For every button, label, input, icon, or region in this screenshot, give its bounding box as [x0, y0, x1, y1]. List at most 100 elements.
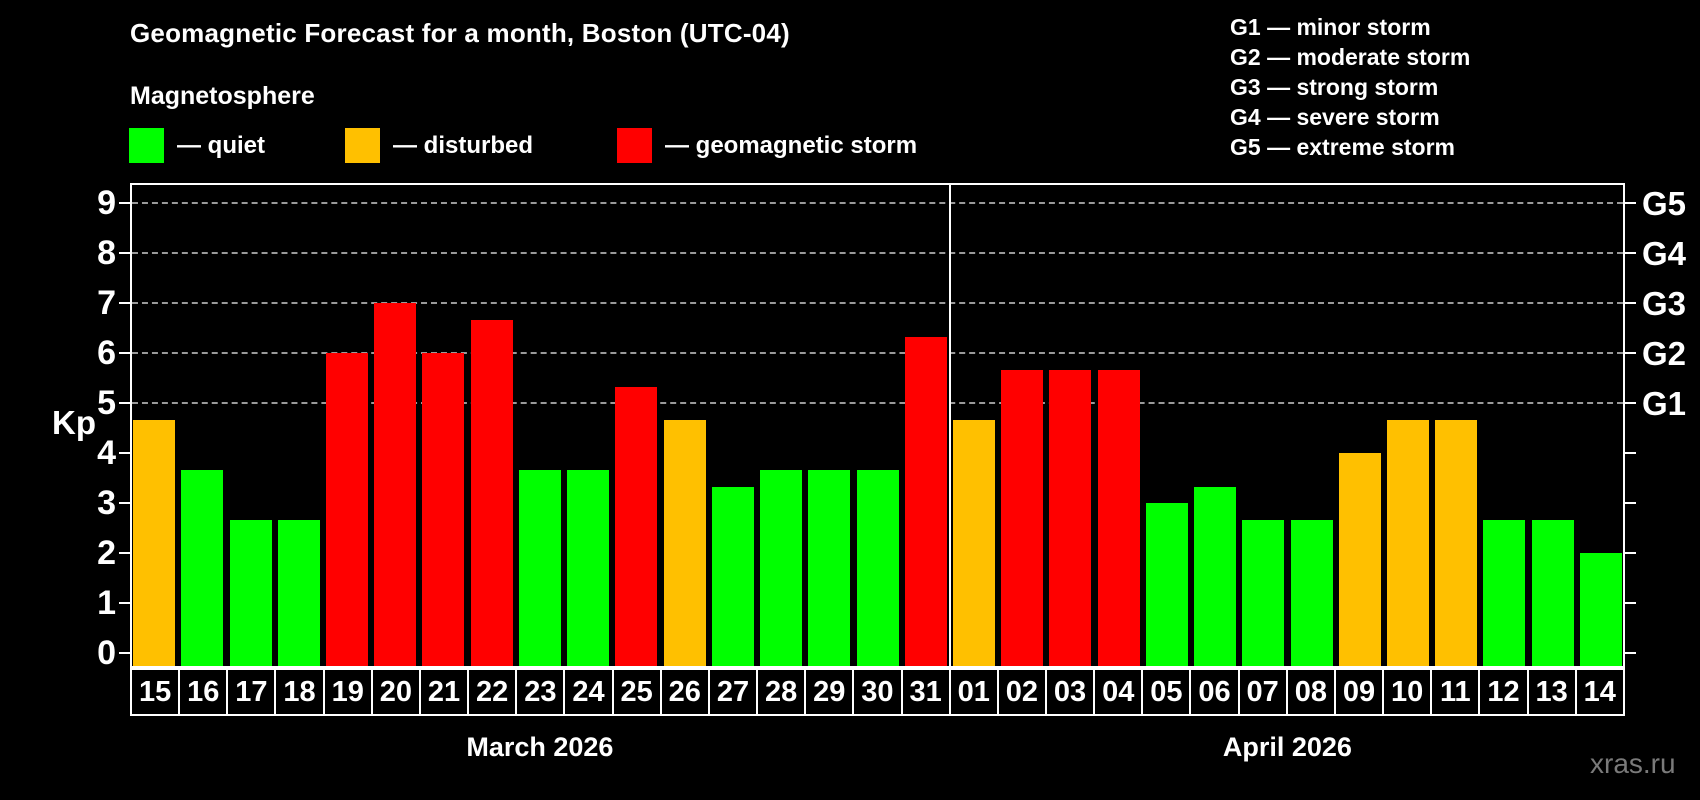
- date-cell-23: 23: [517, 670, 566, 714]
- right-tick-kp8: [1625, 252, 1636, 254]
- bar-day-21: [422, 353, 465, 668]
- date-cell-24: 24: [565, 670, 614, 714]
- date-cell-15: 15: [132, 670, 181, 714]
- bar-day-22: [470, 319, 513, 668]
- right-tick-kp1: [1625, 602, 1636, 604]
- date-cell-20: 20: [373, 670, 421, 714]
- storm-color-swatch: [617, 128, 652, 163]
- bar-day-31: [904, 336, 947, 668]
- date-cell-06: 06: [1191, 670, 1240, 714]
- legend-item-label: — disturbed: [393, 131, 534, 159]
- left-tick-kp0: [119, 652, 130, 654]
- right-tick-kp7: [1625, 302, 1636, 304]
- left-tick-kp2: [119, 552, 130, 554]
- right-tick-kp3: [1625, 502, 1636, 504]
- y-tick-label-0: 0: [97, 634, 116, 672]
- date-cell-21: 21: [421, 670, 470, 714]
- date-cell-25: 25: [614, 670, 662, 714]
- month-label: March 2026: [466, 732, 614, 762]
- right-tick-kp4: [1625, 452, 1636, 454]
- bar-day-06: [1194, 486, 1237, 668]
- left-tick-kp4: [119, 452, 130, 454]
- right-tick-kp2: [1625, 552, 1636, 554]
- date-cell-02: 02: [999, 670, 1047, 714]
- month-label: April 2026: [1222, 732, 1352, 762]
- left-tick-kp1: [119, 602, 130, 604]
- left-tick-kp6: [119, 352, 130, 354]
- date-cell-11: 11: [1432, 670, 1481, 714]
- g-axis-label-G1: G1: [1642, 385, 1687, 422]
- date-cell-14: 14: [1583, 675, 1616, 708]
- legend-item-storm: — geomagnetic storm: [617, 128, 917, 163]
- date-cell-29: 29: [806, 670, 855, 714]
- bar-day-01: [952, 419, 995, 668]
- bar-day-03: [1049, 369, 1092, 668]
- bar-day-15: [133, 419, 176, 668]
- bar-day-08: [1290, 519, 1333, 668]
- legend-item-disturbed: — disturbed: [345, 128, 533, 163]
- y-tick-label-7: 7: [97, 284, 116, 322]
- date-cell-03: 03: [1047, 670, 1096, 714]
- gridline-kp8: [132, 252, 1623, 254]
- y-tick-label-2: 2: [97, 534, 116, 572]
- storm-scale-legend-line: G2 — moderate storm: [1230, 44, 1471, 70]
- date-axis: 15 16 17 18 19 20 21 22 23 24 25 26 27 28 29 30 31 01 02 03…: [130, 668, 1625, 716]
- gridline-kp9: [132, 202, 1623, 204]
- bar-day-30: [856, 469, 899, 668]
- bar-day-13: [1531, 519, 1574, 668]
- date-cell-28: 28: [758, 670, 807, 714]
- bar-day-05: [1145, 503, 1188, 668]
- date-cell-27: 27: [710, 670, 759, 714]
- disturbed-color-swatch: [345, 128, 380, 163]
- storm-scale-legend-line: G1 — minor storm: [1230, 14, 1431, 40]
- date-cell-08: 08: [1288, 670, 1336, 714]
- date-cell-01: 01: [951, 670, 999, 714]
- bar-day-02: [1001, 369, 1044, 668]
- right-tick-kp0: [1625, 652, 1636, 654]
- date-cell-19: 19: [325, 670, 373, 714]
- month-divider-line: [948, 183, 951, 668]
- bar-day-16: [181, 469, 224, 668]
- date-cell-04: 04: [1095, 670, 1144, 714]
- bar-day-18: [277, 519, 320, 668]
- bar-day-25: [615, 386, 658, 668]
- left-tick-kp8: [119, 252, 130, 254]
- g-axis-label-G4: G4: [1642, 235, 1687, 272]
- bar-day-14: [1579, 553, 1622, 668]
- bar-day-19: [326, 353, 369, 668]
- gridline-kp6: [132, 352, 1623, 354]
- left-tick-kp9: [119, 202, 130, 204]
- legend-title: Magnetosphere: [130, 82, 315, 110]
- page-title: Geomagnetic Forecast for a month, Boston…: [130, 18, 790, 48]
- date-cell-18: 18: [276, 670, 325, 714]
- date-cell-05: 05: [1143, 670, 1192, 714]
- right-tick-kp5: [1625, 402, 1636, 404]
- g-axis-label-G5: G5: [1642, 185, 1687, 222]
- watermark: xras.ru: [1590, 748, 1676, 779]
- g-axis-label-G2: G2: [1642, 335, 1687, 372]
- gridline-kp7: [132, 302, 1623, 304]
- bar-day-12: [1483, 519, 1526, 668]
- bar-day-09: [1338, 453, 1381, 668]
- date-cell-13: 13: [1529, 670, 1577, 714]
- bar-day-23: [518, 469, 561, 668]
- left-tick-kp5: [119, 402, 130, 404]
- bar-day-27: [711, 486, 754, 668]
- bar-day-28: [760, 469, 803, 668]
- date-cell-12: 12: [1480, 670, 1529, 714]
- y-tick-label-6: 6: [97, 334, 116, 372]
- y-tick-label-9: 9: [97, 184, 116, 222]
- date-cell-16: 16: [180, 670, 229, 714]
- y-axis-title: Kp: [52, 404, 96, 441]
- legend-item-label: — geomagnetic storm: [665, 131, 918, 159]
- storm-scale-legend-line: G4 — severe storm: [1230, 104, 1440, 130]
- bar-day-10: [1386, 419, 1429, 668]
- left-tick-kp7: [119, 302, 130, 304]
- date-cell-17: 17: [228, 670, 277, 714]
- y-tick-label-3: 3: [97, 484, 116, 522]
- storm-scale-legend-line: G3 — strong storm: [1230, 74, 1439, 100]
- right-tick-kp9: [1625, 202, 1636, 204]
- bar-day-24: [567, 469, 610, 668]
- y-tick-label-1: 1: [97, 584, 116, 622]
